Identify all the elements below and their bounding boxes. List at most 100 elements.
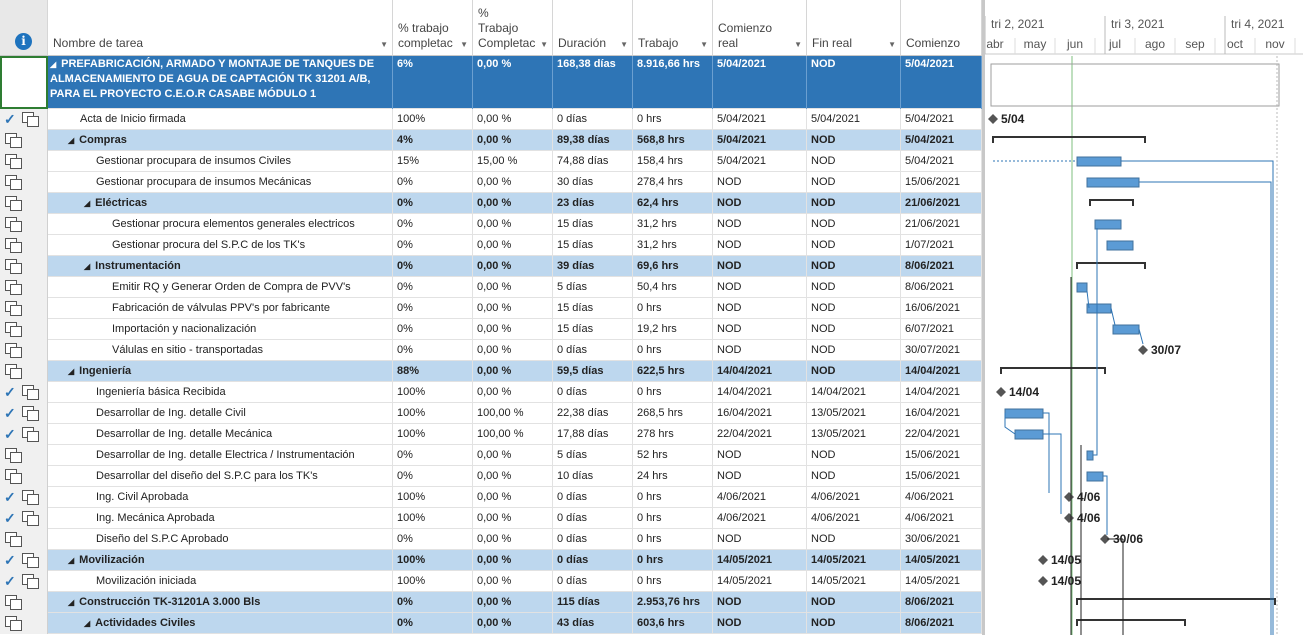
row-indicators[interactable] <box>0 361 48 382</box>
cell-work[interactable]: 0 hrs <box>633 109 713 130</box>
cell-dur[interactable]: 39 días <box>553 256 633 277</box>
cell-work[interactable]: 8.916,66 hrs <box>633 56 713 109</box>
cell-work[interactable]: 278 hrs <box>633 424 713 445</box>
cell-pct[interactable]: 100% <box>393 487 473 508</box>
summary-task-row[interactable]: ◢ Compras 4% 0,00 % 89,38 días 568,8 hrs 5/04/… <box>0 130 982 151</box>
row-indicators[interactable] <box>0 130 48 151</box>
cell-start[interactable]: 5/04/2021 <box>901 56 982 109</box>
cell-end_real[interactable]: 14/04/2021 <box>807 382 901 403</box>
cell-pct[interactable]: 0% <box>393 214 473 235</box>
row-indicators[interactable] <box>0 298 48 319</box>
cell-work[interactable]: 0 hrs <box>633 340 713 361</box>
cell-start[interactable]: 15/06/2021 <box>901 466 982 487</box>
cell-name[interactable]: ◢ Ingeniería <box>48 361 393 382</box>
summary-task-row[interactable]: ◢ Actividades Civiles 0% 0,00 % 43 días 603,6… <box>0 613 982 634</box>
task-row[interactable]: ✓ Desarrollar de Ing. detalle Mecánica 100… <box>0 424 982 445</box>
cell-work[interactable]: 0 hrs <box>633 550 713 571</box>
cell-end_real[interactable]: NOD <box>807 319 901 340</box>
row-indicators[interactable]: ✓ <box>0 109 48 130</box>
cell-end_real[interactable]: NOD <box>807 445 901 466</box>
task-row[interactable]: Válulas en sitio - transportadas 0% 0,00 %… <box>0 340 982 361</box>
cell-end_real[interactable]: 13/05/2021 <box>807 403 901 424</box>
cell-dur[interactable]: 15 días <box>553 235 633 256</box>
row-indicators[interactable] <box>0 592 48 613</box>
cell-pctw[interactable]: 100,00 % <box>473 424 553 445</box>
cell-pctw[interactable]: 0,00 % <box>473 445 553 466</box>
column-header-work[interactable]: Trabajo ▼ <box>633 0 713 56</box>
row-indicators[interactable] <box>0 56 48 109</box>
cell-pctw[interactable]: 0,00 % <box>473 592 553 613</box>
cell-dur[interactable]: 43 días <box>553 613 633 634</box>
cell-start[interactable]: 22/04/2021 <box>901 424 982 445</box>
cell-start[interactable]: 5/04/2021 <box>901 151 982 172</box>
cell-pctw[interactable]: 0,00 % <box>473 382 553 403</box>
filter-dropdown-icon[interactable]: ▼ <box>700 40 708 49</box>
cell-name[interactable]: Ingeniería básica Recibida <box>48 382 393 403</box>
cell-start_real[interactable]: 5/04/2021 <box>713 130 807 151</box>
task-row[interactable]: Fabricación de válvulas PPV's por fabric… <box>0 298 982 319</box>
cell-start_real[interactable]: NOD <box>713 340 807 361</box>
cell-dur[interactable]: 30 días <box>553 172 633 193</box>
cell-work[interactable]: 278,4 hrs <box>633 172 713 193</box>
task-row[interactable]: ✓ Ingeniería básica Recibida 100% 0,00 % 0 d… <box>0 382 982 403</box>
cell-pctw[interactable]: 0,00 % <box>473 109 553 130</box>
cell-pctw[interactable]: 0,00 % <box>473 130 553 151</box>
cell-name[interactable]: Ing. Civil Aprobada <box>48 487 393 508</box>
cell-start[interactable]: 14/05/2021 <box>901 550 982 571</box>
summary-task-row[interactable]: ✓ ◢ Movilización 100% 0,00 % 0 días 0 hrs 14/05… <box>0 550 982 571</box>
cell-start_real[interactable]: NOD <box>713 277 807 298</box>
cell-dur[interactable]: 22,38 días <box>553 403 633 424</box>
cell-pctw[interactable]: 0,00 % <box>473 613 553 634</box>
row-indicators[interactable] <box>0 172 48 193</box>
row-indicators[interactable]: ✓ <box>0 550 48 571</box>
cell-work[interactable]: 31,2 hrs <box>633 235 713 256</box>
cell-end_real[interactable]: 4/06/2021 <box>807 508 901 529</box>
cell-work[interactable]: 268,5 hrs <box>633 403 713 424</box>
task-row[interactable]: ✓ Ing. Civil Aprobada 100% 0,00 % 0 días 0 hr… <box>0 487 982 508</box>
cell-start[interactable]: 14/04/2021 <box>901 382 982 403</box>
cell-name[interactable]: Fabricación de válvulas PPV's por fabric… <box>48 298 393 319</box>
row-indicators[interactable]: ✓ <box>0 424 48 445</box>
cell-start_real[interactable]: NOD <box>713 193 807 214</box>
cell-pct[interactable]: 0% <box>393 340 473 361</box>
indicators-header[interactable]: i <box>0 0 48 56</box>
cell-name[interactable]: Desarrollar de Ing. detalle Mecánica <box>48 424 393 445</box>
cell-dur[interactable]: 0 días <box>553 571 633 592</box>
row-indicators[interactable]: ✓ <box>0 571 48 592</box>
cell-end_real[interactable]: NOD <box>807 56 901 109</box>
collapse-toggle-icon[interactable]: ◢ <box>68 556 75 565</box>
cell-end_real[interactable]: NOD <box>807 130 901 151</box>
cell-pctw[interactable]: 0,00 % <box>473 235 553 256</box>
cell-pct[interactable]: 0% <box>393 529 473 550</box>
cell-dur[interactable]: 15 días <box>553 298 633 319</box>
cell-start[interactable]: 5/04/2021 <box>901 109 982 130</box>
cell-dur[interactable]: 23 días <box>553 193 633 214</box>
cell-dur[interactable]: 17,88 días <box>553 424 633 445</box>
task-row[interactable]: Desarrollar del diseño del S.P.C para lo… <box>0 466 982 487</box>
cell-pct[interactable]: 88% <box>393 361 473 382</box>
collapse-toggle-icon[interactable]: ◢ <box>84 199 91 208</box>
cell-dur[interactable]: 0 días <box>553 508 633 529</box>
row-indicators[interactable] <box>0 529 48 550</box>
cell-start[interactable]: 14/05/2021 <box>901 571 982 592</box>
cell-pct[interactable]: 100% <box>393 550 473 571</box>
cell-pct[interactable]: 4% <box>393 130 473 151</box>
cell-start_real[interactable]: NOD <box>713 298 807 319</box>
cell-pctw[interactable]: 0,00 % <box>473 298 553 319</box>
cell-end_real[interactable]: NOD <box>807 214 901 235</box>
cell-name[interactable]: ◢ Actividades Civiles <box>48 613 393 634</box>
filter-dropdown-icon[interactable]: ▼ <box>794 40 802 49</box>
cell-start[interactable]: 6/07/2021 <box>901 319 982 340</box>
cell-start[interactable]: 1/07/2021 <box>901 235 982 256</box>
cell-work[interactable]: 2.953,76 hrs <box>633 592 713 613</box>
cell-pctw[interactable]: 0,00 % <box>473 56 553 109</box>
cell-work[interactable]: 0 hrs <box>633 508 713 529</box>
cell-end_real[interactable]: NOD <box>807 256 901 277</box>
cell-end_real[interactable]: NOD <box>807 172 901 193</box>
cell-end_real[interactable]: NOD <box>807 613 901 634</box>
task-row[interactable]: Gestionar procupara de insumos Mecánicas… <box>0 172 982 193</box>
cell-work[interactable]: 50,4 hrs <box>633 277 713 298</box>
row-indicators[interactable]: ✓ <box>0 382 48 403</box>
cell-work[interactable]: 69,6 hrs <box>633 256 713 277</box>
cell-end_real[interactable]: NOD <box>807 340 901 361</box>
